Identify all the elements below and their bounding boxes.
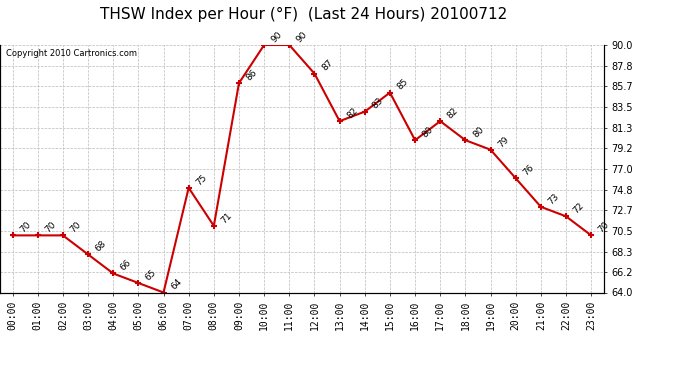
- Text: Copyright 2010 Cartronics.com: Copyright 2010 Cartronics.com: [6, 49, 137, 58]
- Text: 82: 82: [446, 106, 460, 120]
- Text: 87: 87: [320, 58, 335, 73]
- Text: 66: 66: [119, 258, 133, 273]
- Text: 90: 90: [295, 30, 309, 44]
- Text: 75: 75: [194, 172, 208, 187]
- Text: 71: 71: [219, 211, 234, 225]
- Text: 85: 85: [395, 77, 410, 92]
- Text: 68: 68: [94, 239, 108, 254]
- Text: 70: 70: [18, 220, 32, 235]
- Text: 70: 70: [597, 220, 611, 235]
- Text: 64: 64: [169, 278, 184, 292]
- Text: 65: 65: [144, 268, 159, 282]
- Text: 90: 90: [270, 30, 284, 44]
- Text: 82: 82: [345, 106, 359, 120]
- Text: 83: 83: [371, 96, 385, 111]
- Text: 80: 80: [421, 125, 435, 140]
- Text: 76: 76: [521, 163, 535, 177]
- Text: 79: 79: [496, 135, 511, 149]
- Text: 73: 73: [546, 192, 561, 206]
- Text: 86: 86: [244, 68, 259, 82]
- Text: 70: 70: [43, 220, 58, 235]
- Text: THSW Index per Hour (°F)  (Last 24 Hours) 20100712: THSW Index per Hour (°F) (Last 24 Hours)…: [100, 8, 507, 22]
- Text: 70: 70: [68, 220, 83, 235]
- Text: 80: 80: [471, 125, 486, 140]
- Text: 72: 72: [571, 201, 586, 216]
